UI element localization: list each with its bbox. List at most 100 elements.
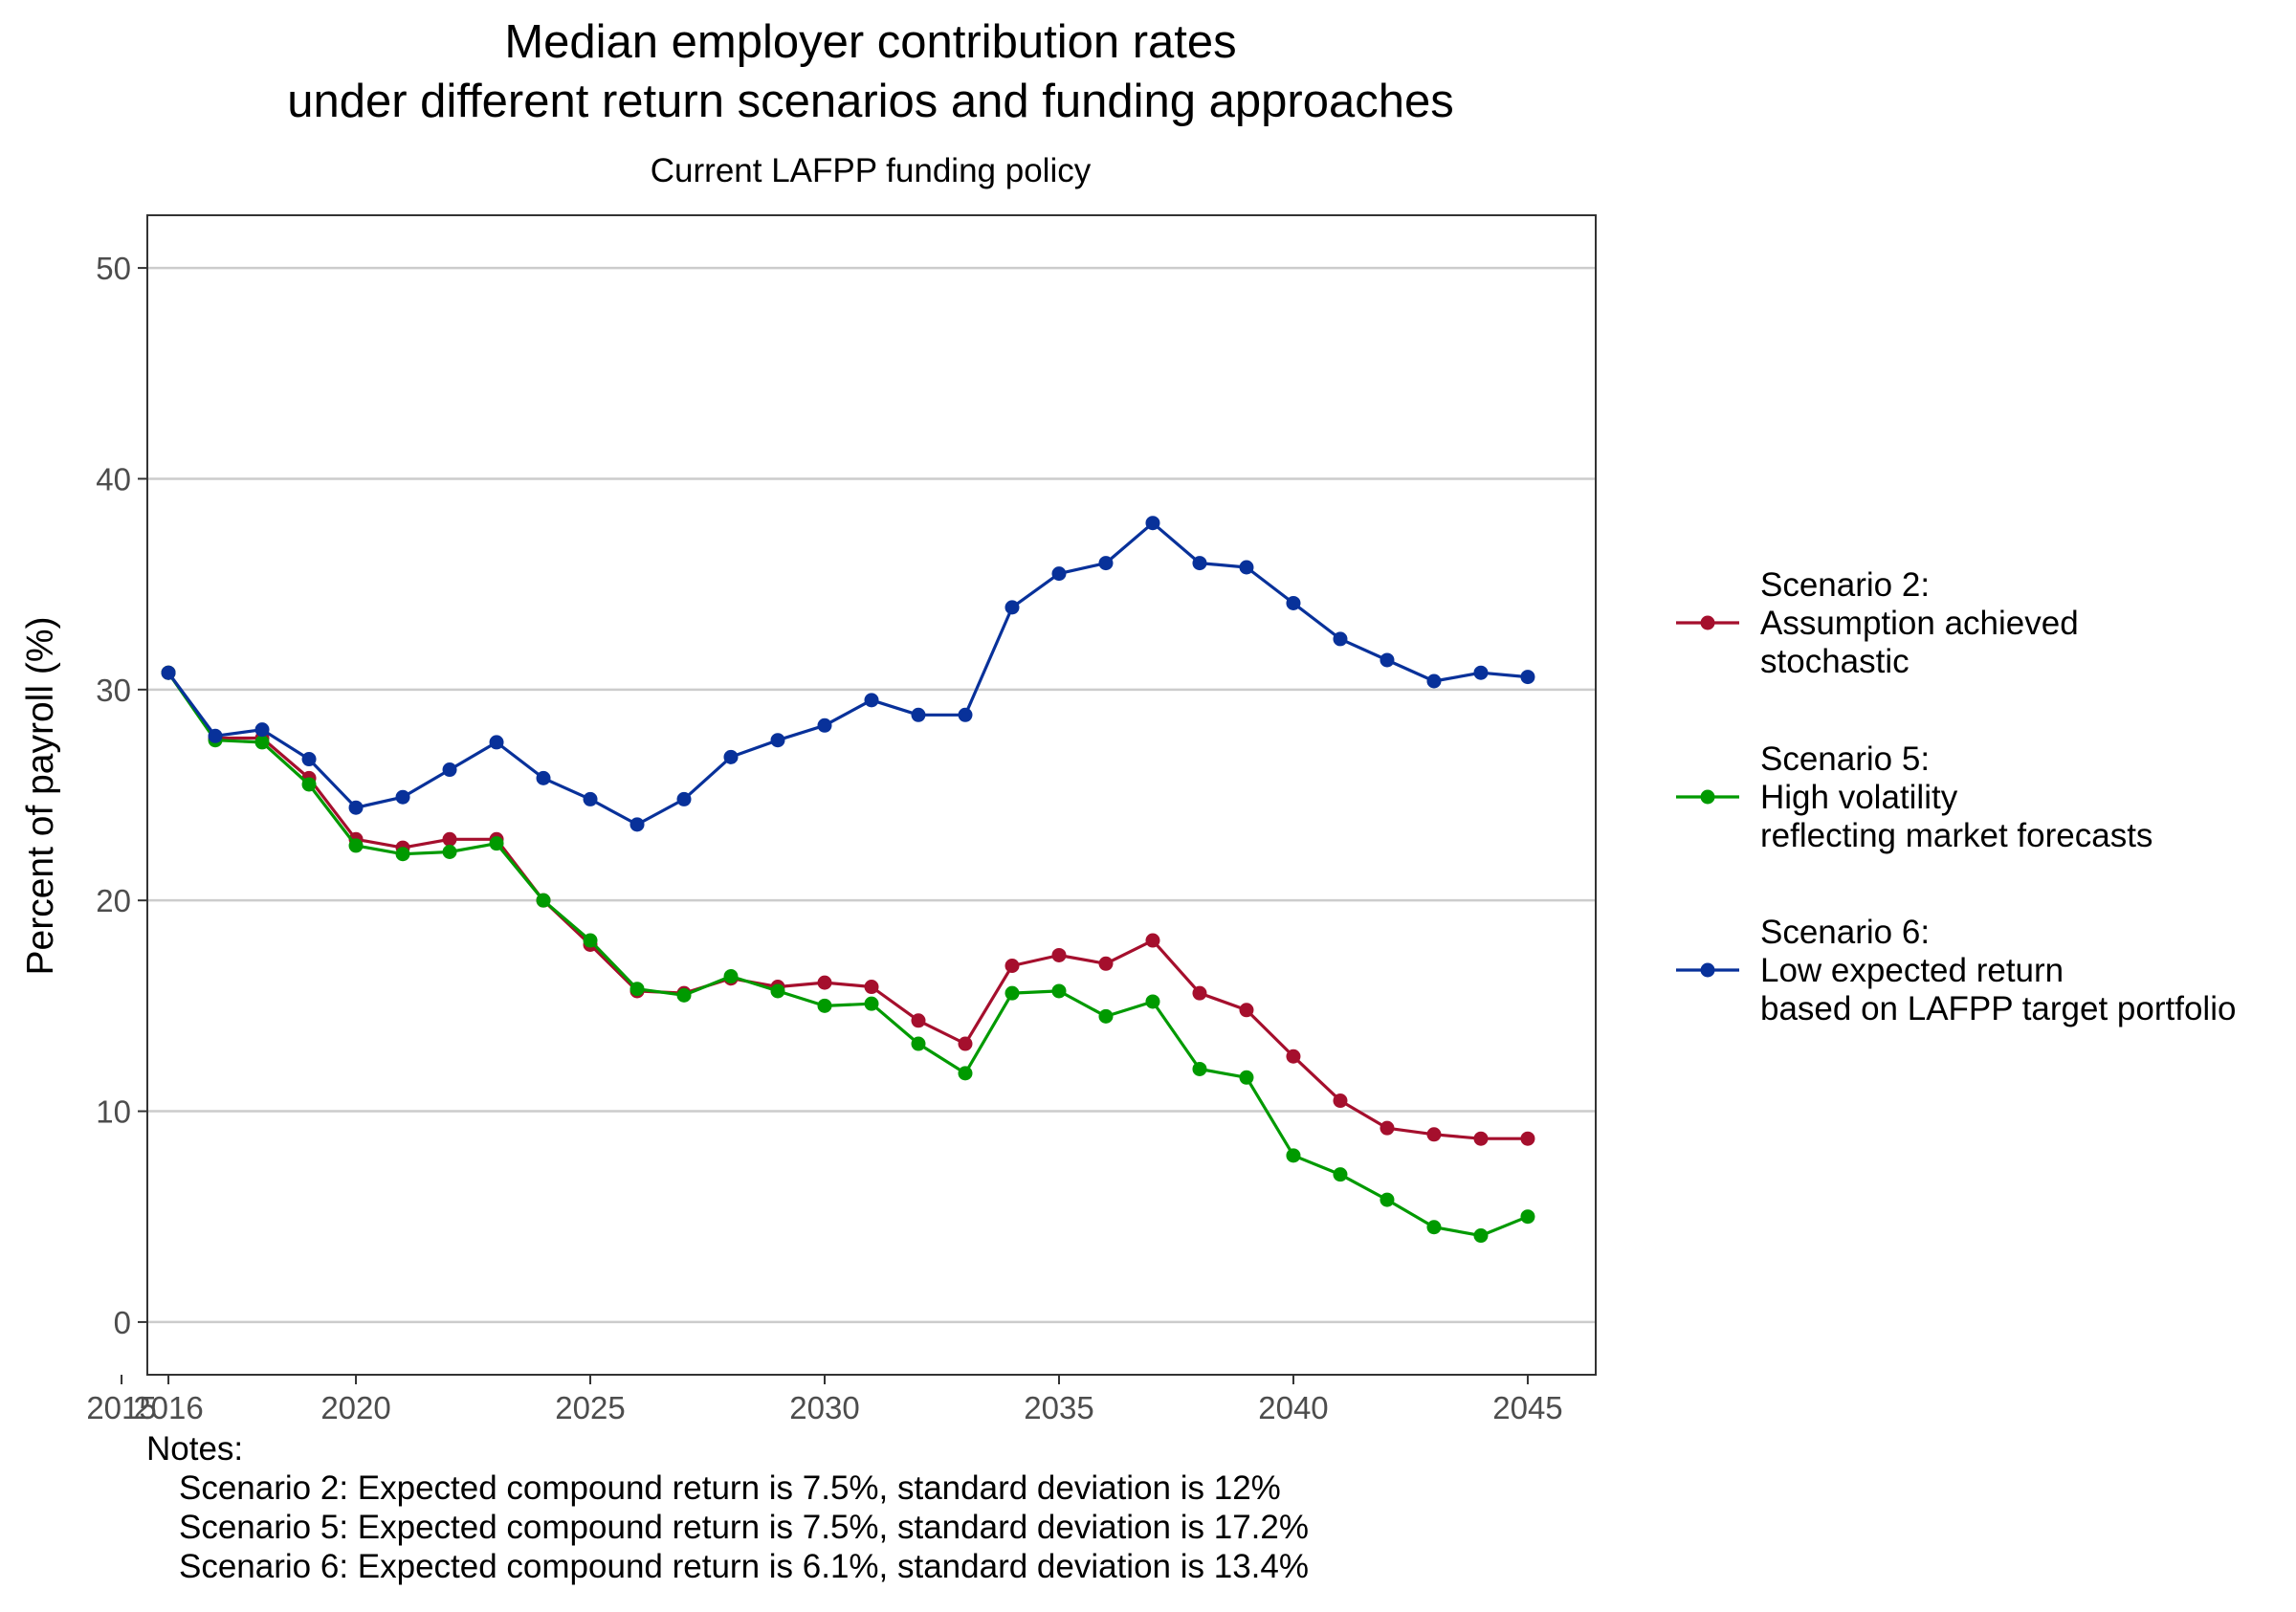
data-point: [1520, 1209, 1535, 1225]
series-line: [166, 672, 1529, 1238]
legend-label-line: reflecting market forecasts: [1760, 817, 2152, 854]
y-tick-label: 20: [96, 883, 131, 918]
data-point: [770, 733, 785, 748]
y-tick-label: 10: [96, 1094, 131, 1130]
chart-notes: Notes: Scenario 2: Expected compound ret…: [146, 1429, 1309, 1586]
data-point: [208, 728, 223, 743]
legend-item: Scenario 2: Assumption achieved stochastic: [1676, 566, 2079, 680]
legend-label: Scenario 2: Assumption achieved stochastic: [1760, 566, 2079, 680]
data-point: [395, 789, 410, 805]
data-point: [442, 831, 457, 847]
legend-label-line: based on LAFPP target portfolio: [1760, 990, 2236, 1027]
data-point: [1192, 1061, 1207, 1076]
data-point: [629, 982, 645, 997]
series-line: [166, 521, 1529, 827]
data-point: [1520, 670, 1535, 685]
data-point: [723, 969, 739, 984]
data-point: [442, 762, 457, 778]
data-point: [161, 665, 176, 680]
series-line: [166, 672, 1528, 1140]
data-point: [817, 998, 832, 1013]
data-point: [1520, 1131, 1535, 1146]
legend-label-line: High volatility: [1760, 779, 1958, 816]
legend-label-line: Assumption achieved: [1760, 605, 2079, 642]
data-point: [1004, 600, 1020, 615]
data-point: [536, 893, 551, 908]
data-point: [723, 749, 739, 764]
legend-item: Scenario 5: High volatility reflecting mar…: [1676, 740, 2152, 854]
data-point: [1192, 556, 1207, 571]
x-tick-label: 2015: [86, 1390, 156, 1425]
legend-label-line: Scenario 5:: [1760, 740, 1930, 778]
legend-label-line: stochastic: [1760, 643, 1910, 680]
data-point: [583, 933, 598, 948]
legend-key-point: [1700, 962, 1715, 978]
x-tick-label: 2035: [1024, 1390, 1093, 1425]
data-point: [864, 996, 879, 1011]
data-point: [254, 722, 270, 738]
data-point: [911, 1013, 926, 1028]
data-point: [676, 791, 692, 806]
legend: Scenario 2: Assumption achieved stochastic…: [1676, 566, 2236, 1027]
data-point: [1004, 985, 1020, 1001]
note-line: Scenario 6: Expected compound return is …: [179, 1548, 1309, 1585]
legend-label-line: Scenario 6:: [1760, 914, 1930, 951]
data-point: [1333, 631, 1348, 647]
legend-item: Scenario 6: Low expected return based on L…: [1676, 914, 2236, 1027]
data-point: [1192, 985, 1207, 1001]
data-point: [817, 975, 832, 990]
data-point: [254, 735, 270, 750]
chart-subtitle: Current LAFPP funding policy: [651, 152, 1092, 189]
data-point: [817, 718, 832, 733]
gridlines: [147, 266, 1596, 1324]
data-point: [1145, 994, 1160, 1009]
y-tick-label: 30: [96, 673, 131, 708]
data-point: [1473, 1131, 1489, 1146]
data-point: [1239, 560, 1254, 575]
x-tick-label: 2030: [789, 1390, 859, 1425]
legend-label-line: Low expected return: [1760, 952, 2064, 989]
data-point: [348, 800, 364, 815]
data-point: [629, 817, 645, 832]
series-2: [161, 665, 1535, 1244]
data-point: [489, 735, 504, 750]
chart-title-group: Median employer contribution rates under …: [287, 16, 1453, 127]
series-group: [161, 516, 1535, 1244]
data-point: [1333, 1167, 1348, 1182]
data-point: [1239, 1003, 1254, 1018]
legend-key-point: [1700, 789, 1715, 805]
data-point: [1473, 665, 1489, 680]
data-point: [676, 987, 692, 1003]
data-point: [911, 707, 926, 722]
data-point: [1380, 652, 1395, 668]
data-point: [1051, 947, 1067, 962]
data-point: [958, 1066, 973, 1081]
data-point: [583, 791, 598, 806]
data-point: [770, 983, 785, 999]
x-tick-label: 2016: [133, 1390, 203, 1425]
data-point: [1333, 1093, 1348, 1109]
data-point: [1145, 516, 1160, 531]
legend-label-line: Scenario 2:: [1760, 566, 1930, 604]
data-point: [1380, 1192, 1395, 1207]
data-point: [1051, 983, 1067, 999]
data-point: [1098, 956, 1114, 971]
chart-title-line: Median employer contribution rates: [504, 16, 1236, 68]
data-point: [395, 847, 410, 862]
series-1: [161, 665, 1535, 1146]
x-tick-label: 2020: [320, 1390, 390, 1425]
y-tick-label: 40: [96, 461, 131, 497]
y-tick-label: 0: [114, 1305, 131, 1340]
legend-key-point: [1700, 615, 1715, 630]
data-point: [489, 836, 504, 851]
data-point: [1426, 1220, 1442, 1235]
data-point: [1426, 1127, 1442, 1142]
data-point: [1051, 566, 1067, 582]
y-axis-label: Percent of payroll (%): [20, 617, 61, 976]
data-point: [1473, 1228, 1489, 1244]
data-point: [1286, 595, 1301, 610]
data-point: [1286, 1148, 1301, 1163]
data-point: [1380, 1120, 1395, 1136]
